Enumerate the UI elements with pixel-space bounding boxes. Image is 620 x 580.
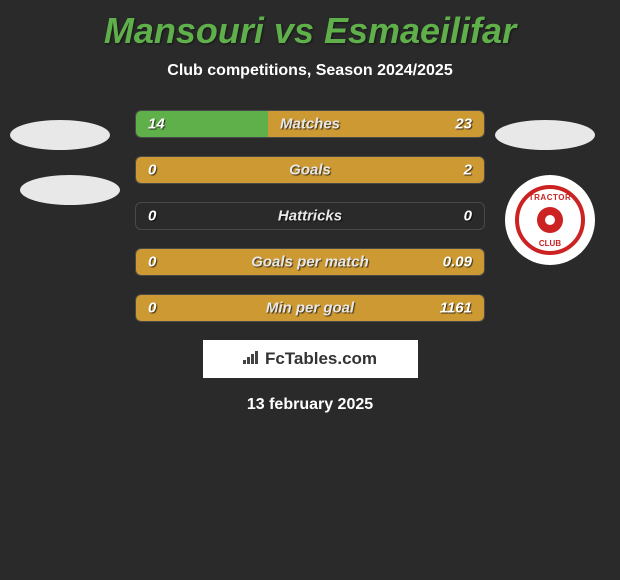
stat-label: Goals per match	[251, 254, 369, 271]
stat-row: 14 23 Matches	[135, 110, 485, 138]
stat-value-p1: 0	[148, 254, 156, 271]
stats-container: 14 23 Matches 0 2 Goals 0 0 Hattricks 0 0.09 Goals …	[135, 110, 485, 322]
stat-label: Min per goal	[266, 300, 354, 317]
date-label: 13 february 2025	[0, 396, 620, 414]
tractor-wheel-icon	[537, 207, 563, 233]
stat-row: 0 0 Hattricks	[135, 202, 485, 230]
stat-label: Goals	[289, 162, 331, 179]
stat-row: 0 0.09 Goals per match	[135, 248, 485, 276]
stat-row: 0 1161 Min per goal	[135, 294, 485, 322]
stat-label: Hattricks	[278, 208, 342, 225]
subtitle: Club competitions, Season 2024/2025	[0, 62, 620, 80]
stat-value-p2: 23	[455, 116, 472, 133]
stat-label: Matches	[280, 116, 340, 133]
stat-value-p1: 0	[148, 208, 156, 225]
player2-team-logo: TRACTOR CLUB	[505, 175, 595, 265]
stat-value-p2: 0	[464, 208, 472, 225]
team-logo-bottom-text: CLUB	[539, 239, 561, 248]
chart-icon	[243, 350, 259, 368]
stat-value-p2: 2	[464, 162, 472, 179]
player2-logo-top	[495, 120, 595, 150]
watermark: FcTables.com	[203, 340, 418, 378]
stat-value-p2: 0.09	[443, 254, 472, 271]
stat-row: 0 2 Goals	[135, 156, 485, 184]
stat-value-p1: 0	[148, 162, 156, 179]
stat-value-p2: 1161	[440, 300, 472, 317]
watermark-text: FcTables.com	[265, 349, 377, 369]
stat-value-p1: 0	[148, 300, 156, 317]
page-title: Mansouri vs Esmaeilifar	[0, 0, 620, 52]
player1-logo-top	[10, 120, 110, 150]
stat-value-p1: 14	[148, 116, 165, 133]
player1-logo-bottom	[20, 175, 120, 205]
team-logo-top-text: TRACTOR	[529, 193, 571, 202]
